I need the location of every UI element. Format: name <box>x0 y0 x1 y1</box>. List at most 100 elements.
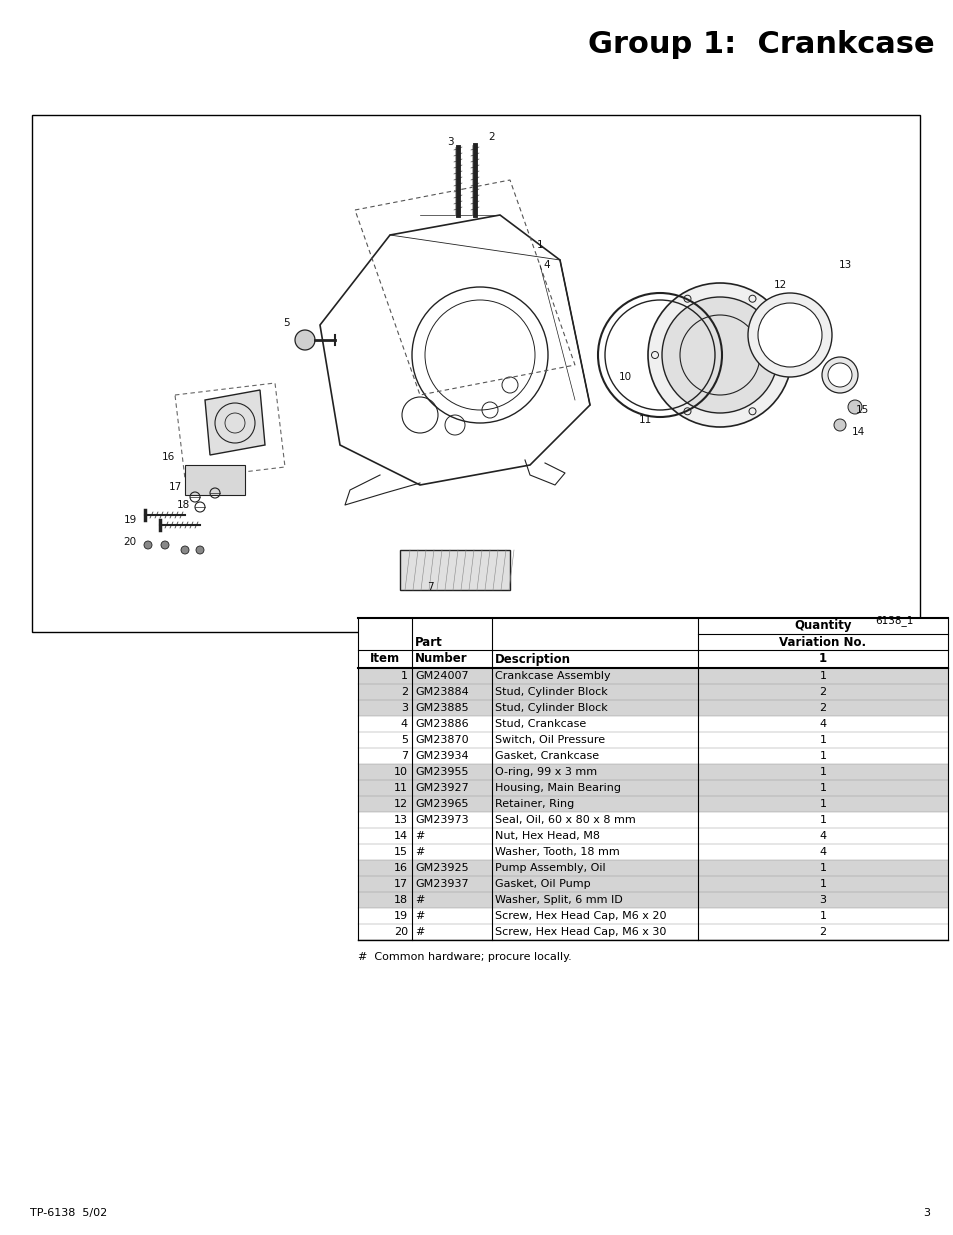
Text: 5: 5 <box>283 317 290 329</box>
Text: 4: 4 <box>400 719 408 729</box>
Text: 4: 4 <box>543 261 550 270</box>
Text: 1: 1 <box>819 911 825 921</box>
Text: 2: 2 <box>400 687 408 697</box>
Text: Part: Part <box>415 636 442 648</box>
Circle shape <box>294 330 314 350</box>
Text: 17: 17 <box>394 879 408 889</box>
Text: #: # <box>415 895 424 905</box>
Text: 1: 1 <box>819 751 825 761</box>
Text: 13: 13 <box>394 815 408 825</box>
Text: 15: 15 <box>394 847 408 857</box>
Text: 1: 1 <box>819 783 825 793</box>
Bar <box>32 115 919 632</box>
Bar <box>357 668 947 684</box>
Bar <box>357 827 947 844</box>
Bar <box>357 924 947 940</box>
Bar <box>357 860 947 876</box>
Circle shape <box>747 293 831 377</box>
Text: 1: 1 <box>537 240 543 249</box>
Text: Washer, Tooth, 18 mm: Washer, Tooth, 18 mm <box>495 847 619 857</box>
Bar <box>357 716 947 732</box>
Text: 10: 10 <box>618 372 631 382</box>
Text: 1: 1 <box>819 863 825 873</box>
Circle shape <box>661 296 778 412</box>
Text: 1: 1 <box>819 735 825 745</box>
Bar <box>357 618 947 668</box>
Text: Washer, Split, 6 mm ID: Washer, Split, 6 mm ID <box>495 895 622 905</box>
Text: 12: 12 <box>394 799 408 809</box>
Text: 2: 2 <box>488 132 495 142</box>
Text: Quantity: Quantity <box>794 620 851 632</box>
Text: O-ring, 99 x 3 mm: O-ring, 99 x 3 mm <box>495 767 597 777</box>
Text: 10: 10 <box>394 767 408 777</box>
Text: #: # <box>415 911 424 921</box>
Circle shape <box>181 546 189 555</box>
Text: GM23927: GM23927 <box>415 783 468 793</box>
Text: GM24007: GM24007 <box>415 671 468 680</box>
Text: 4: 4 <box>819 831 825 841</box>
Circle shape <box>821 357 857 393</box>
Text: 1: 1 <box>819 879 825 889</box>
Text: GM23885: GM23885 <box>415 703 468 713</box>
Text: 5: 5 <box>400 735 408 745</box>
Text: Gasket, Crankcase: Gasket, Crankcase <box>495 751 598 761</box>
Text: 20: 20 <box>394 927 408 937</box>
Text: GM23925: GM23925 <box>415 863 468 873</box>
Text: 7: 7 <box>400 751 408 761</box>
Bar <box>357 844 947 860</box>
Bar <box>357 876 947 892</box>
Text: TP-6138  5/02: TP-6138 5/02 <box>30 1208 107 1218</box>
Text: Variation No.: Variation No. <box>779 636 865 648</box>
Text: Retainer, Ring: Retainer, Ring <box>495 799 574 809</box>
Text: GM23934: GM23934 <box>415 751 468 761</box>
Circle shape <box>161 541 169 550</box>
Text: #: # <box>415 847 424 857</box>
Text: 1: 1 <box>819 815 825 825</box>
Text: 4: 4 <box>819 847 825 857</box>
Circle shape <box>195 546 204 555</box>
Text: Screw, Hex Head Cap, M6 x 30: Screw, Hex Head Cap, M6 x 30 <box>495 927 666 937</box>
Bar <box>399 550 510 590</box>
Circle shape <box>827 363 851 387</box>
Text: GM23870: GM23870 <box>415 735 468 745</box>
Text: 1: 1 <box>818 652 826 666</box>
Text: 3: 3 <box>819 895 825 905</box>
Text: Switch, Oil Pressure: Switch, Oil Pressure <box>495 735 604 745</box>
Bar <box>357 811 947 827</box>
Text: Gasket, Oil Pump: Gasket, Oil Pump <box>495 879 590 889</box>
Text: Stud, Crankcase: Stud, Crankcase <box>495 719 586 729</box>
Text: 14: 14 <box>394 831 408 841</box>
Bar <box>185 466 245 495</box>
Circle shape <box>847 400 862 414</box>
Bar <box>357 797 947 811</box>
Text: 2: 2 <box>819 687 825 697</box>
Text: Crankcase Assembly: Crankcase Assembly <box>495 671 610 680</box>
Bar <box>357 748 947 764</box>
Text: 15: 15 <box>855 405 868 415</box>
Circle shape <box>758 303 821 367</box>
Text: 3: 3 <box>446 137 453 147</box>
Text: 1: 1 <box>400 671 408 680</box>
Bar <box>357 732 947 748</box>
Text: 11: 11 <box>638 415 651 425</box>
Text: Pump Assembly, Oil: Pump Assembly, Oil <box>495 863 605 873</box>
Bar <box>357 781 947 797</box>
Text: #: # <box>415 927 424 937</box>
Text: 2: 2 <box>819 703 825 713</box>
Text: 2: 2 <box>819 927 825 937</box>
Text: GM23937: GM23937 <box>415 879 468 889</box>
Text: Stud, Cylinder Block: Stud, Cylinder Block <box>495 687 607 697</box>
Circle shape <box>647 283 791 427</box>
Text: 3: 3 <box>400 703 408 713</box>
Text: 18: 18 <box>394 895 408 905</box>
Text: #: # <box>415 831 424 841</box>
Text: Group 1:  Crankcase: Group 1: Crankcase <box>588 30 934 59</box>
Text: Nut, Hex Head, M8: Nut, Hex Head, M8 <box>495 831 599 841</box>
Text: #  Common hardware; procure locally.: # Common hardware; procure locally. <box>357 952 571 962</box>
Text: 11: 11 <box>394 783 408 793</box>
Circle shape <box>144 541 152 550</box>
Text: 4: 4 <box>819 719 825 729</box>
Text: 18: 18 <box>176 500 190 510</box>
Text: 1: 1 <box>819 767 825 777</box>
Text: 1: 1 <box>819 799 825 809</box>
